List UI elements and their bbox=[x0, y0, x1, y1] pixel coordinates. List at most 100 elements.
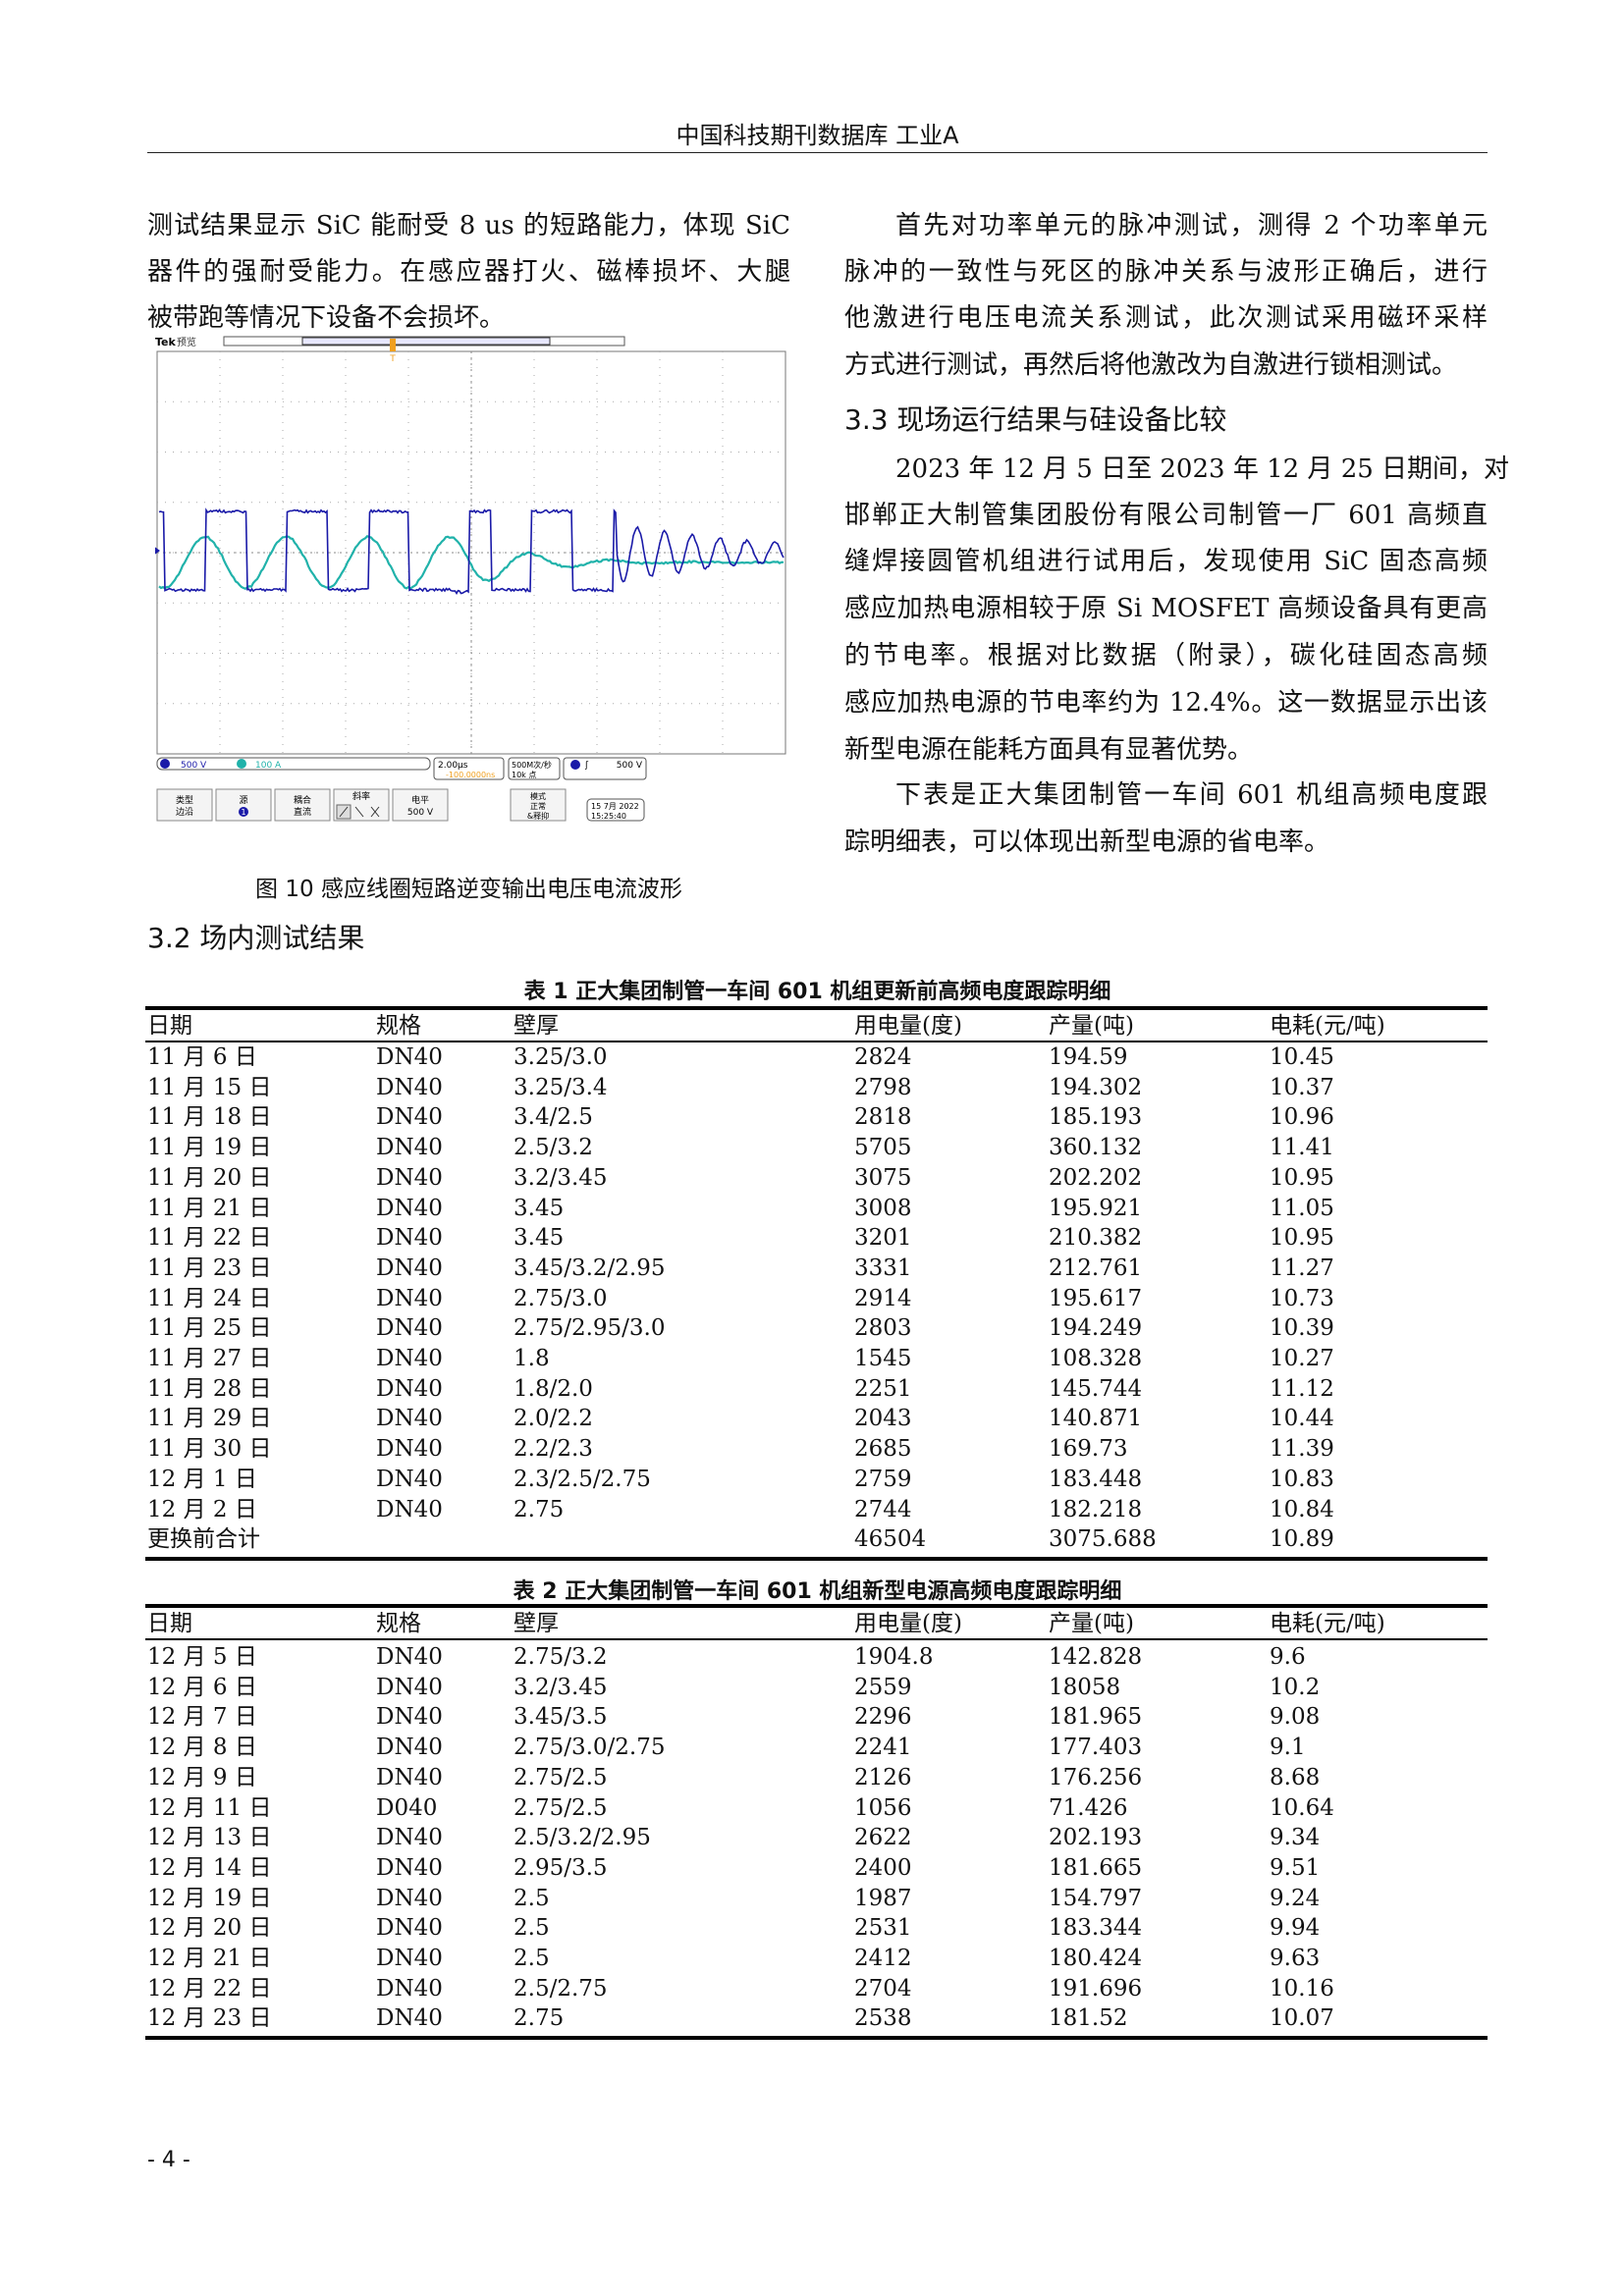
table-cell: DN40 bbox=[376, 1944, 443, 1973]
menu-mode-value: 正常 bbox=[530, 802, 546, 811]
table-row: 11 月 6 日 DN40 3.25/3.0 2824 194.59 10.45 bbox=[147, 1042, 1488, 1072]
text-line: 缝焊接圆管机组进行试用后，发现使用 SiC 固态高频 bbox=[844, 544, 1488, 579]
table-cell: DN40 bbox=[376, 1853, 443, 1883]
table-cell: 3.45/3.5 bbox=[514, 1702, 608, 1732]
table-cell: 181.965 bbox=[1049, 1702, 1142, 1732]
table2-top-rule bbox=[145, 1604, 1488, 1608]
table-cell: DN40 bbox=[376, 1642, 443, 1672]
table-cell: 3008 bbox=[854, 1194, 912, 1223]
text-line: 的节电率。根据对比数据（附录），碳化硅固态高频 bbox=[844, 638, 1488, 673]
table-cell: 2798 bbox=[854, 1073, 912, 1102]
table-cell: 9.34 bbox=[1270, 1823, 1320, 1852]
table-cell: 产量(吨) bbox=[1049, 1609, 1134, 1638]
table-cell: 46504 bbox=[854, 1524, 926, 1554]
table-cell: 2622 bbox=[854, 1823, 912, 1852]
oscilloscope-screenshot: Tek 预览 T 500 V 100 A 2.00µs -100.0000ns … bbox=[155, 334, 788, 864]
table-cell: 10.83 bbox=[1270, 1465, 1334, 1494]
text-line: 踪明细表，可以体现出新型电源的省电率。 bbox=[844, 825, 1488, 860]
table-row: 12 月 20 日 DN40 2.5 2531 183.344 9.94 bbox=[147, 1913, 1488, 1943]
table-cell: DN40 bbox=[376, 1495, 443, 1524]
text-line: 2023 年 12 月 5 日至 2023 年 12 月 25 日期间，对 bbox=[895, 452, 1488, 487]
table-cell: 12 月 11 日 bbox=[147, 1793, 271, 1823]
ch1-scale: 500 V bbox=[181, 761, 207, 771]
table-cell: 3.45 bbox=[514, 1223, 564, 1253]
table-cell: 2.95/3.5 bbox=[514, 1853, 608, 1883]
table-cell: 日期 bbox=[147, 1011, 192, 1041]
table-row: 12 月 19 日 DN40 2.5 1987 154.797 9.24 bbox=[147, 1884, 1488, 1913]
table-cell: 3331 bbox=[854, 1254, 912, 1283]
table-cell: 10.16 bbox=[1270, 1974, 1334, 2003]
table-cell: 11.39 bbox=[1270, 1434, 1334, 1464]
table-cell: 3075 bbox=[854, 1163, 912, 1193]
text-line: 邯郸正大制管集团股份有限公司制管一厂 601 高频直 bbox=[844, 498, 1488, 533]
table-cell: 2531 bbox=[854, 1913, 912, 1943]
table-cell: 1904.8 bbox=[854, 1642, 933, 1672]
trigger-marker-label: T bbox=[389, 354, 396, 364]
table-bottom-rule bbox=[145, 1557, 1488, 1561]
table-cell: 1545 bbox=[854, 1344, 912, 1373]
table-cell: 2126 bbox=[854, 1763, 912, 1792]
table-cell: 10.44 bbox=[1270, 1404, 1334, 1433]
menu-type-label: 类型 bbox=[176, 794, 193, 806]
table-cell: 360.132 bbox=[1049, 1133, 1142, 1162]
table-row: 12 月 7 日 DN40 3.45/3.5 2296 181.965 9.08 bbox=[147, 1702, 1488, 1732]
scope-menu-source-button[interactable]: 源 1 bbox=[216, 789, 271, 821]
menu-source-value: 1 bbox=[241, 808, 245, 817]
table-cell: 用电量(度) bbox=[854, 1609, 962, 1638]
table-cell: 3.4/2.5 bbox=[514, 1102, 593, 1132]
table-cell: 194.302 bbox=[1049, 1073, 1142, 1102]
menu-coupling-value: 直流 bbox=[294, 806, 311, 818]
table-cell: 2412 bbox=[854, 1944, 912, 1973]
table-header-rule bbox=[145, 1638, 1488, 1640]
table-row: 12 月 6 日 DN40 3.2/3.45 2559 18058 10.2 bbox=[147, 1673, 1488, 1702]
table-cell: 2.75/3.2 bbox=[514, 1642, 608, 1672]
table2-title: 表 2 正大集团制管一车间 601 机组新型电源高频电度跟踪明细 bbox=[147, 1574, 1488, 1605]
table-cell: DN40 bbox=[376, 1344, 443, 1373]
table-cell: 10.39 bbox=[1270, 1313, 1334, 1343]
table-cell: DN40 bbox=[376, 1073, 443, 1102]
scope-menu-type-button[interactable]: 类型 边沿 bbox=[157, 789, 212, 821]
table-cell: 电耗(元/吨) bbox=[1270, 1609, 1385, 1638]
table-cell: 12 月 5 日 bbox=[147, 1642, 257, 1672]
ch1-badge-icon bbox=[160, 759, 170, 769]
table-cell: 11.27 bbox=[1270, 1254, 1334, 1283]
header-rule bbox=[147, 152, 1488, 153]
scope-date: 15 7月 2022 bbox=[591, 802, 639, 811]
table-cell: 3.45/3.2/2.95 bbox=[514, 1254, 666, 1283]
table-row: 11 月 24 日 DN40 2.75/3.0 2914 195.617 10.73 bbox=[147, 1284, 1488, 1313]
table-cell: 2.75/2.5 bbox=[514, 1793, 608, 1823]
table-cell: 10.73 bbox=[1270, 1284, 1334, 1313]
scope-mode: 预览 bbox=[177, 336, 196, 348]
table-cell: 12 月 14 日 bbox=[147, 1853, 271, 1883]
table-cell: 12 月 1 日 bbox=[147, 1465, 257, 1494]
table-cell: 11 月 6 日 bbox=[147, 1042, 257, 1072]
table-cell: 202.193 bbox=[1049, 1823, 1142, 1852]
table-cell: 108.328 bbox=[1049, 1344, 1142, 1373]
table-cell: DN40 bbox=[376, 1733, 443, 1762]
table-cell: 10.64 bbox=[1270, 1793, 1334, 1823]
table-cell: 2744 bbox=[854, 1495, 912, 1524]
table-cell: 140.871 bbox=[1049, 1404, 1142, 1433]
scope-menu-mode-button[interactable]: 模式 正常 &释抑 bbox=[511, 789, 566, 821]
scope-menu-slope-button[interactable]: 斜率 bbox=[334, 789, 389, 821]
table-cell: 10.07 bbox=[1270, 2003, 1334, 2033]
table-cell: DN40 bbox=[376, 1974, 443, 2003]
menu-type-value: 边沿 bbox=[176, 807, 193, 818]
scope-menu-level-button[interactable]: 电平 500 V bbox=[393, 789, 448, 821]
table-cell: 9.1 bbox=[1270, 1733, 1306, 1762]
table-cell: DN40 bbox=[376, 1313, 443, 1343]
trigger-position-marker bbox=[390, 339, 396, 351]
table-cell: DN40 bbox=[376, 1884, 443, 1913]
text-line: 感应加热电源相较于原 Si MOSFET 高频设备具有更高 bbox=[844, 591, 1488, 626]
table1-title: 表 1 正大集团制管一车间 601 机组更新前高频电度跟踪明细 bbox=[147, 974, 1488, 1005]
table-cell: 3.45 bbox=[514, 1194, 564, 1223]
table-cell: 用电量(度) bbox=[854, 1011, 962, 1041]
table-cell: 2759 bbox=[854, 1465, 912, 1494]
table-cell: 12 月 13 日 bbox=[147, 1823, 271, 1852]
scope-menu-coupling-button[interactable]: 耦合 直流 bbox=[275, 789, 330, 821]
table-cell: 18058 bbox=[1049, 1673, 1120, 1702]
text-line: 新型电源在能耗方面具有显著优势。 bbox=[844, 732, 1488, 768]
table-header-row: 日期 规格 壁厚 用电量(度) 产量(吨) 电耗(元/吨) bbox=[147, 1011, 1488, 1041]
table-cell: 10.37 bbox=[1270, 1073, 1334, 1102]
table-cell: 181.52 bbox=[1049, 2003, 1127, 2033]
